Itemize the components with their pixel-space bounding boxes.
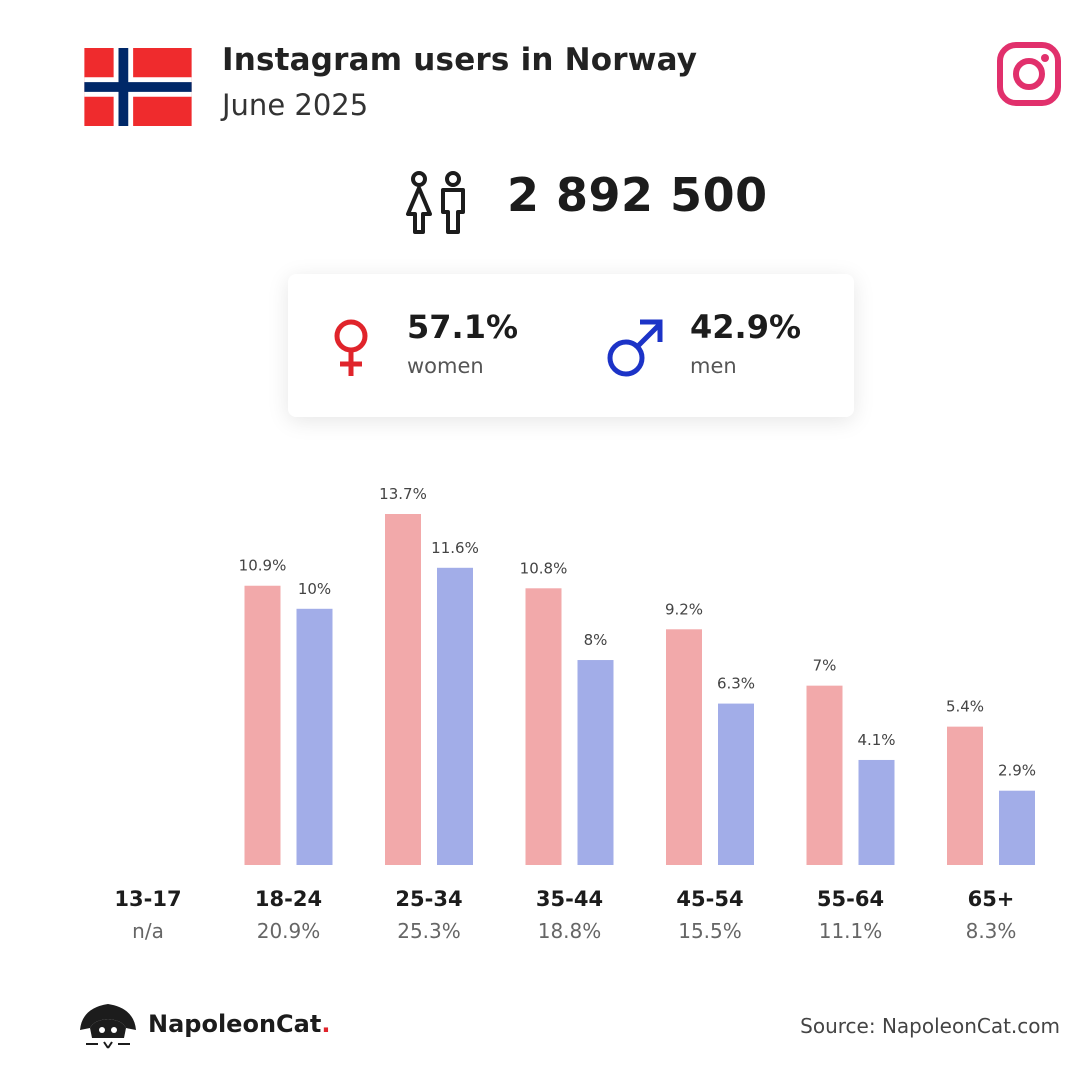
bar-value-label: 6.3% [717,675,755,693]
category-label: 35-44 [536,887,603,911]
bar-65+-series-1 [947,726,983,865]
category-label: 18-24 [255,887,322,911]
brand-dot: . [321,1010,331,1038]
bar-25-34-series-2 [437,567,473,865]
category-total: 20.9% [257,919,321,943]
bar-value-label: 8% [584,631,608,649]
category-total: 18.8% [538,919,602,943]
napoleoncat-logo-icon [80,1004,136,1049]
bar-55-64-series-2 [858,759,895,865]
norway-flag-icon [84,48,192,126]
women-label: women [407,354,484,378]
bar-value-label: 10% [298,580,331,598]
source-note: Source: NapoleonCat.com [800,1014,1060,1038]
bar-value-label: 11.6% [431,539,479,557]
women-percentage: 57.1% [407,308,519,346]
category-label: 65+ [968,887,1015,911]
people-icon [406,171,465,234]
page-subtitle: June 2025 [222,88,369,122]
category-total: 11.1% [819,919,883,943]
bar-value-label: 2.9% [998,762,1036,780]
bar-35-44-series-2 [577,660,614,865]
bar-value-label: 7% [813,657,837,675]
bar-value-label: 10.8% [520,559,568,577]
category-label: 55-64 [817,887,884,911]
bar-18-24-series-1 [244,585,281,865]
category-label: 13-17 [114,887,181,911]
bar-45-54-series-2 [718,703,754,865]
brand-text: NapoleonCat [148,1010,322,1038]
category-total: n/a [132,919,164,943]
bar-65+-series-2 [999,790,1035,865]
bar-55-64-series-1 [806,685,843,865]
category-label: 45-54 [676,887,743,911]
bar-value-label: 5.4% [946,698,984,716]
category-total: 15.5% [678,919,742,943]
bar-value-label: 13.7% [379,485,427,503]
gender-split-card [288,274,854,417]
bar-25-34-series-1 [385,514,421,865]
brand-name: NapoleonCat. [148,1010,330,1038]
bar-35-44-series-1 [525,588,562,865]
bar-45-54-series-1 [666,629,702,865]
bar-value-label: 4.1% [857,731,895,749]
male-symbol-icon [607,319,663,377]
category-total: 8.3% [966,919,1017,943]
female-symbol-icon [334,319,368,376]
total-users-value: 2 892 500 [507,168,768,222]
page-title: Instagram users in Norway [222,42,698,78]
bar-value-label: 10.9% [239,557,287,575]
category-total: 25.3% [397,919,461,943]
men-percentage: 42.9% [690,308,802,346]
category-label: 25-34 [395,887,462,911]
men-label: men [690,354,737,378]
instagram-icon [997,42,1061,106]
bar-value-label: 9.2% [665,600,703,618]
bar-18-24-series-2 [296,608,333,865]
